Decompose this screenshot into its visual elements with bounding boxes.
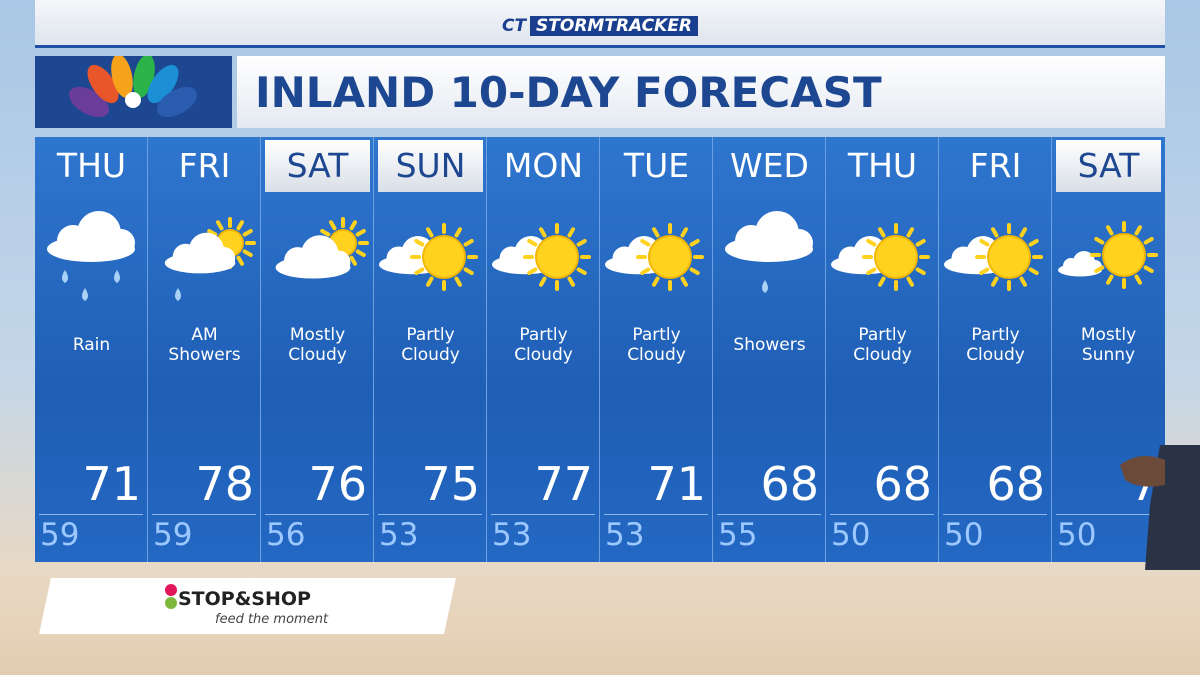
station: CT bbox=[501, 16, 527, 36]
weather-icon bbox=[1058, 221, 1158, 289]
high-temp: 68 bbox=[760, 457, 819, 511]
low-temp: 50 bbox=[831, 517, 871, 553]
separator bbox=[265, 514, 369, 515]
condition-text: Showers bbox=[733, 335, 806, 355]
logo bbox=[35, 54, 232, 128]
day-column: MON Partly Cloudy 77 53 bbox=[487, 137, 600, 562]
separator bbox=[830, 514, 934, 515]
condition: Rain bbox=[37, 323, 146, 367]
day-label: WED bbox=[730, 146, 809, 185]
low-temp: 50 bbox=[1057, 517, 1097, 553]
high-temp: 71 bbox=[82, 457, 141, 511]
condition: AM Showers bbox=[150, 323, 259, 367]
day-column: SUN Partly Cloudy 75 53 bbox=[374, 137, 487, 562]
sponsor-name: STOP&SHOP bbox=[178, 588, 311, 610]
condition-text: AM Showers bbox=[168, 325, 241, 365]
day-label: SAT bbox=[265, 140, 370, 192]
low-temp: 59 bbox=[153, 517, 193, 553]
title-box: INLAND 10-DAY FORECAST bbox=[237, 56, 1165, 128]
condition-text: Mostly Sunny bbox=[1080, 325, 1137, 365]
separator bbox=[943, 514, 1047, 515]
day-column: WED Showers 68 55 bbox=[713, 137, 826, 562]
weather-icon bbox=[47, 211, 135, 301]
day-column: FRI AM Showers 78 59 bbox=[148, 137, 261, 562]
weather-icon bbox=[605, 223, 704, 291]
high-temp: 77 bbox=[534, 457, 593, 511]
high-temp: 68 bbox=[873, 457, 932, 511]
condition-text: Mostly Cloudy bbox=[288, 325, 347, 365]
high-temp: 76 bbox=[308, 457, 367, 511]
separator bbox=[604, 514, 708, 515]
condition-text: Partly Cloudy bbox=[401, 325, 460, 365]
day-column: FRI Partly Cloudy 68 50 bbox=[939, 137, 1052, 562]
day-column: THU Partly Cloudy 68 50 bbox=[826, 137, 939, 562]
condition-text: Partly Cloudy bbox=[853, 325, 912, 365]
low-temp: 53 bbox=[492, 517, 532, 553]
condition-text: Partly Cloudy bbox=[966, 325, 1025, 365]
brand: CT STORMTRACKER bbox=[35, 16, 1165, 36]
condition: Showers bbox=[715, 323, 824, 367]
peacock bbox=[69, 54, 197, 118]
low-temp: 56 bbox=[266, 517, 306, 553]
day-column: SAT Mostly Cloudy 76 56 bbox=[261, 137, 374, 562]
day-label: THU bbox=[847, 146, 918, 185]
weather-icon bbox=[275, 217, 369, 279]
high-temp: 68 bbox=[986, 457, 1045, 511]
title: INLAND 10-DAY FORECAST bbox=[255, 68, 882, 117]
weather-icon bbox=[164, 217, 256, 301]
separator bbox=[152, 514, 256, 515]
weather-icon bbox=[379, 223, 478, 291]
brand-name: STORMTRACKER bbox=[530, 16, 699, 36]
day-label: SUN bbox=[378, 140, 483, 192]
condition: Mostly Cloudy bbox=[263, 323, 372, 367]
sponsor-logo bbox=[165, 584, 177, 609]
separator bbox=[1056, 514, 1161, 515]
presenter bbox=[1120, 445, 1200, 570]
high-temp: 71 bbox=[647, 457, 706, 511]
day-label: FRI bbox=[969, 146, 1022, 185]
high-temp: 78 bbox=[195, 457, 254, 511]
condition: Partly Cloudy bbox=[941, 323, 1050, 367]
top-bar: CT STORMTRACKER bbox=[35, 0, 1165, 48]
weather-icon bbox=[944, 223, 1043, 291]
day-column: THU Rain 71 59 bbox=[35, 137, 148, 562]
separator bbox=[717, 514, 821, 515]
separator bbox=[491, 514, 595, 515]
condition: Partly Cloudy bbox=[489, 323, 598, 367]
condition-text: Rain bbox=[72, 335, 111, 355]
low-temp: 55 bbox=[718, 517, 758, 553]
day-label: SAT bbox=[1056, 140, 1161, 192]
condition-text: Partly Cloudy bbox=[627, 325, 686, 365]
separator bbox=[39, 514, 143, 515]
condition: Mostly Sunny bbox=[1054, 323, 1163, 367]
low-temp: 53 bbox=[605, 517, 645, 553]
day-label: MON bbox=[503, 146, 584, 185]
condition-text: Partly Cloudy bbox=[514, 325, 573, 365]
day-label: TUE bbox=[623, 146, 690, 185]
sponsor-tagline: feed the moment bbox=[215, 612, 329, 627]
day-column: TUE Partly Cloudy 71 53 bbox=[600, 137, 713, 562]
low-temp: 59 bbox=[40, 517, 80, 553]
forecast-panel: THU Rain 71 59 FRI AM Showers 78 59 SAT Mostly Cl… bbox=[35, 137, 1165, 562]
condition: Partly Cloudy bbox=[376, 323, 485, 367]
low-temp: 50 bbox=[944, 517, 984, 553]
separator bbox=[378, 514, 482, 515]
weather-icon bbox=[492, 223, 591, 291]
weather-icon bbox=[831, 223, 930, 291]
weather-icon bbox=[725, 211, 813, 293]
day-label: FRI bbox=[178, 146, 231, 185]
low-temp: 53 bbox=[379, 517, 419, 553]
day-label: THU bbox=[56, 146, 127, 185]
high-temp: 75 bbox=[421, 457, 480, 511]
condition: Partly Cloudy bbox=[602, 323, 711, 367]
condition: Partly Cloudy bbox=[828, 323, 937, 367]
